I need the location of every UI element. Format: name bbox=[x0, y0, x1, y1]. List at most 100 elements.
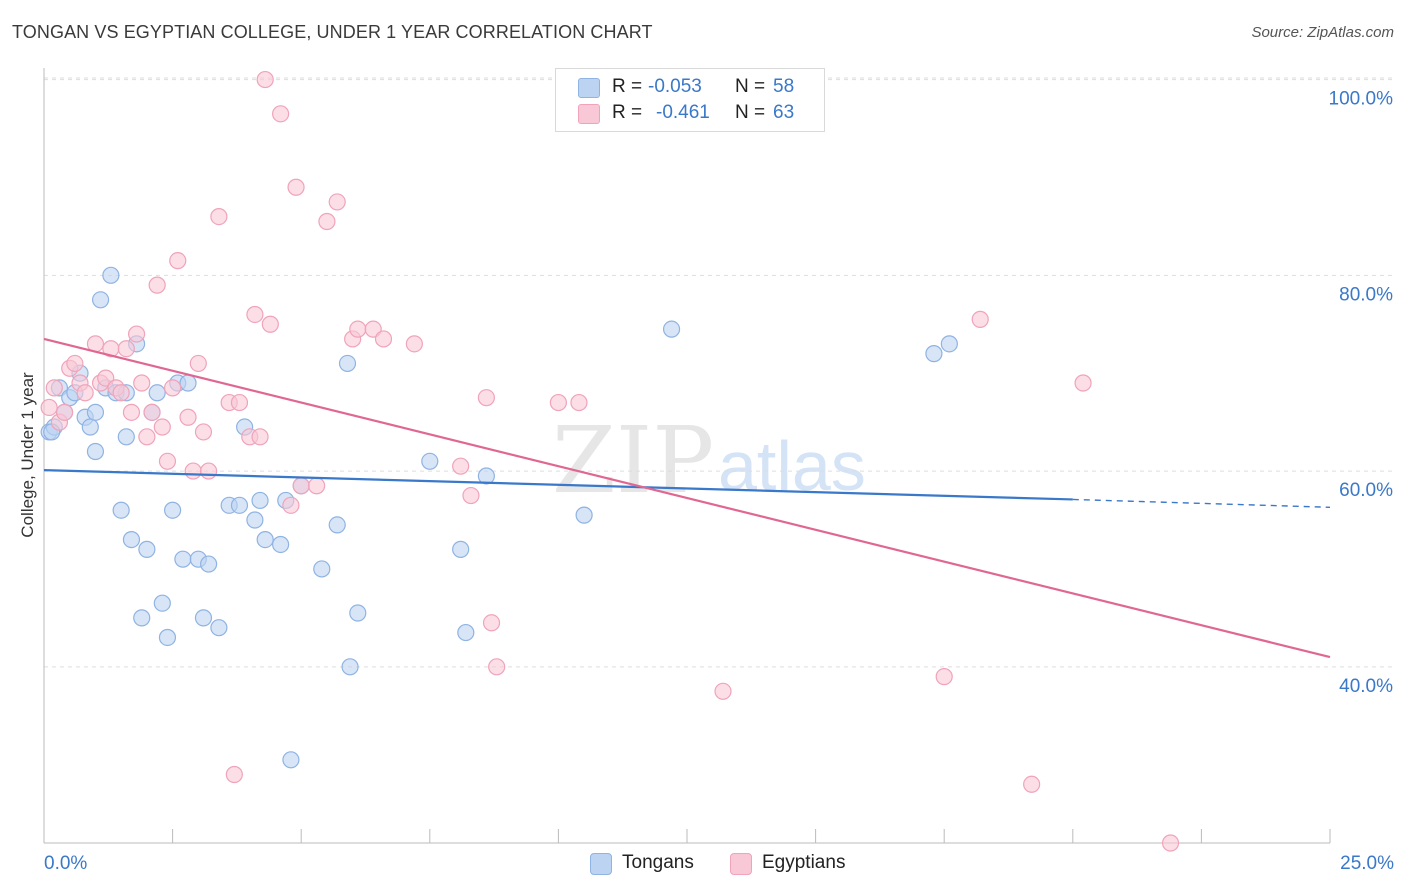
x-tick-label: 0.0% bbox=[44, 853, 87, 874]
egyptians-point bbox=[153, 418, 171, 436]
tongans-point bbox=[940, 335, 958, 353]
egyptians-swatch bbox=[578, 104, 600, 124]
tongans-swatch bbox=[578, 78, 600, 98]
watermark-zip: ZIP bbox=[552, 407, 714, 514]
egyptians-point bbox=[230, 393, 249, 412]
egyptians-point bbox=[549, 393, 568, 412]
axes bbox=[43, 68, 1331, 844]
egyptians-point bbox=[308, 477, 326, 495]
tongans-point bbox=[246, 511, 264, 529]
egyptians-point bbox=[194, 423, 213, 441]
tongans-point bbox=[148, 384, 166, 402]
tongans-point bbox=[174, 550, 192, 568]
egyptians-point bbox=[169, 252, 187, 270]
egyptians-point bbox=[261, 315, 279, 333]
egyptians-point bbox=[328, 193, 346, 211]
tongans-point bbox=[112, 501, 130, 519]
tongans-point bbox=[81, 418, 99, 436]
egyptians-point bbox=[45, 379, 63, 397]
egyptians-point bbox=[133, 374, 151, 392]
tongans-point bbox=[138, 540, 156, 558]
tongans-point bbox=[133, 609, 151, 627]
egyptians-point bbox=[138, 428, 156, 446]
tongans-trend-line bbox=[43, 468, 1073, 501]
egyptians-point bbox=[292, 477, 310, 495]
tongans-point bbox=[477, 467, 495, 485]
y-tick-label: 80.0% bbox=[1339, 284, 1393, 305]
egyptians-point bbox=[349, 320, 367, 338]
tongans-point bbox=[86, 442, 105, 461]
egyptians-point bbox=[225, 765, 243, 784]
tongans-point bbox=[179, 374, 197, 392]
n-value: 58 bbox=[773, 76, 795, 97]
x-tick-label: 25.0% bbox=[1340, 853, 1394, 874]
tongans-point bbox=[210, 619, 228, 637]
legend-label-tongans: Tongans bbox=[622, 852, 694, 873]
series-tongans bbox=[40, 266, 958, 769]
egyptians-point bbox=[272, 105, 290, 123]
tongans-point bbox=[272, 535, 290, 554]
egyptians-point bbox=[143, 403, 161, 421]
egyptians-point bbox=[462, 486, 480, 505]
egyptians-point bbox=[488, 658, 506, 676]
egyptians-point bbox=[158, 452, 177, 470]
egyptians-point bbox=[76, 384, 94, 402]
egyptians-point bbox=[117, 340, 135, 358]
egyptians-trend-line bbox=[43, 337, 1331, 659]
tongans-point bbox=[86, 403, 105, 421]
y-tick-label: 40.0% bbox=[1339, 676, 1393, 697]
r-value: -0.461 bbox=[656, 102, 710, 123]
egyptians-point bbox=[1161, 834, 1180, 852]
tongans-point bbox=[313, 560, 331, 578]
grid bbox=[44, 77, 1394, 668]
tongans-point bbox=[662, 320, 681, 338]
series-egyptians bbox=[40, 70, 1180, 852]
egyptians-point bbox=[179, 408, 197, 426]
tongans-point bbox=[341, 658, 359, 676]
egyptians-point bbox=[570, 393, 588, 412]
egyptians-point bbox=[971, 310, 989, 328]
trend-lines bbox=[43, 337, 1331, 659]
tick-labels: 100.0% 80.0% 60.0% 40.0% 0.0% 25.0% bbox=[44, 89, 1394, 874]
tongans-point bbox=[575, 506, 593, 524]
egyptians-point bbox=[127, 325, 146, 343]
egyptians-point bbox=[122, 403, 141, 421]
egyptians-point bbox=[1023, 775, 1041, 793]
tongans-point bbox=[282, 751, 300, 769]
egyptians-point bbox=[210, 208, 228, 226]
tongans-point bbox=[122, 530, 141, 549]
tongans-point bbox=[230, 496, 249, 514]
r-label: R = bbox=[612, 76, 643, 97]
egyptians-swatch bbox=[730, 853, 752, 875]
bottom-legend: Tongans Egyptians bbox=[0, 852, 1406, 876]
tongans-point bbox=[328, 516, 346, 534]
tongans-point bbox=[256, 530, 274, 549]
tongans-point bbox=[421, 452, 439, 470]
y-axis-label: College, Under 1 year bbox=[18, 372, 37, 538]
tongans-point bbox=[251, 491, 269, 510]
egyptians-point bbox=[714, 682, 732, 700]
tongans-swatch bbox=[590, 853, 612, 875]
y-tick-label: 60.0% bbox=[1339, 480, 1393, 501]
stats-legend: R = -0.053 N = 58 R = -0.461 N = 63 bbox=[555, 68, 825, 132]
tongans-point bbox=[925, 345, 943, 363]
y-axis-label-group: College, Under 1 year bbox=[18, 372, 37, 538]
n-value: 63 bbox=[773, 102, 795, 123]
egyptians-point bbox=[482, 614, 501, 632]
egyptians-point bbox=[251, 428, 269, 446]
egyptians-point bbox=[55, 403, 74, 421]
tongans-point bbox=[91, 291, 110, 309]
egyptians-point bbox=[164, 379, 182, 397]
egyptians-point bbox=[184, 462, 202, 480]
tongans-point bbox=[349, 604, 367, 622]
tongans-trend-extension bbox=[1072, 498, 1331, 508]
watermark: ZIP atlas bbox=[552, 407, 866, 514]
tongans-point bbox=[117, 428, 135, 446]
egyptians-point bbox=[935, 668, 953, 686]
tongans-point bbox=[338, 354, 357, 373]
tongans-point bbox=[457, 623, 475, 642]
y-tick-label: 100.0% bbox=[1329, 89, 1394, 110]
r-value: -0.053 bbox=[648, 76, 702, 97]
egyptians-point bbox=[40, 398, 58, 417]
tongans-point bbox=[194, 609, 213, 627]
